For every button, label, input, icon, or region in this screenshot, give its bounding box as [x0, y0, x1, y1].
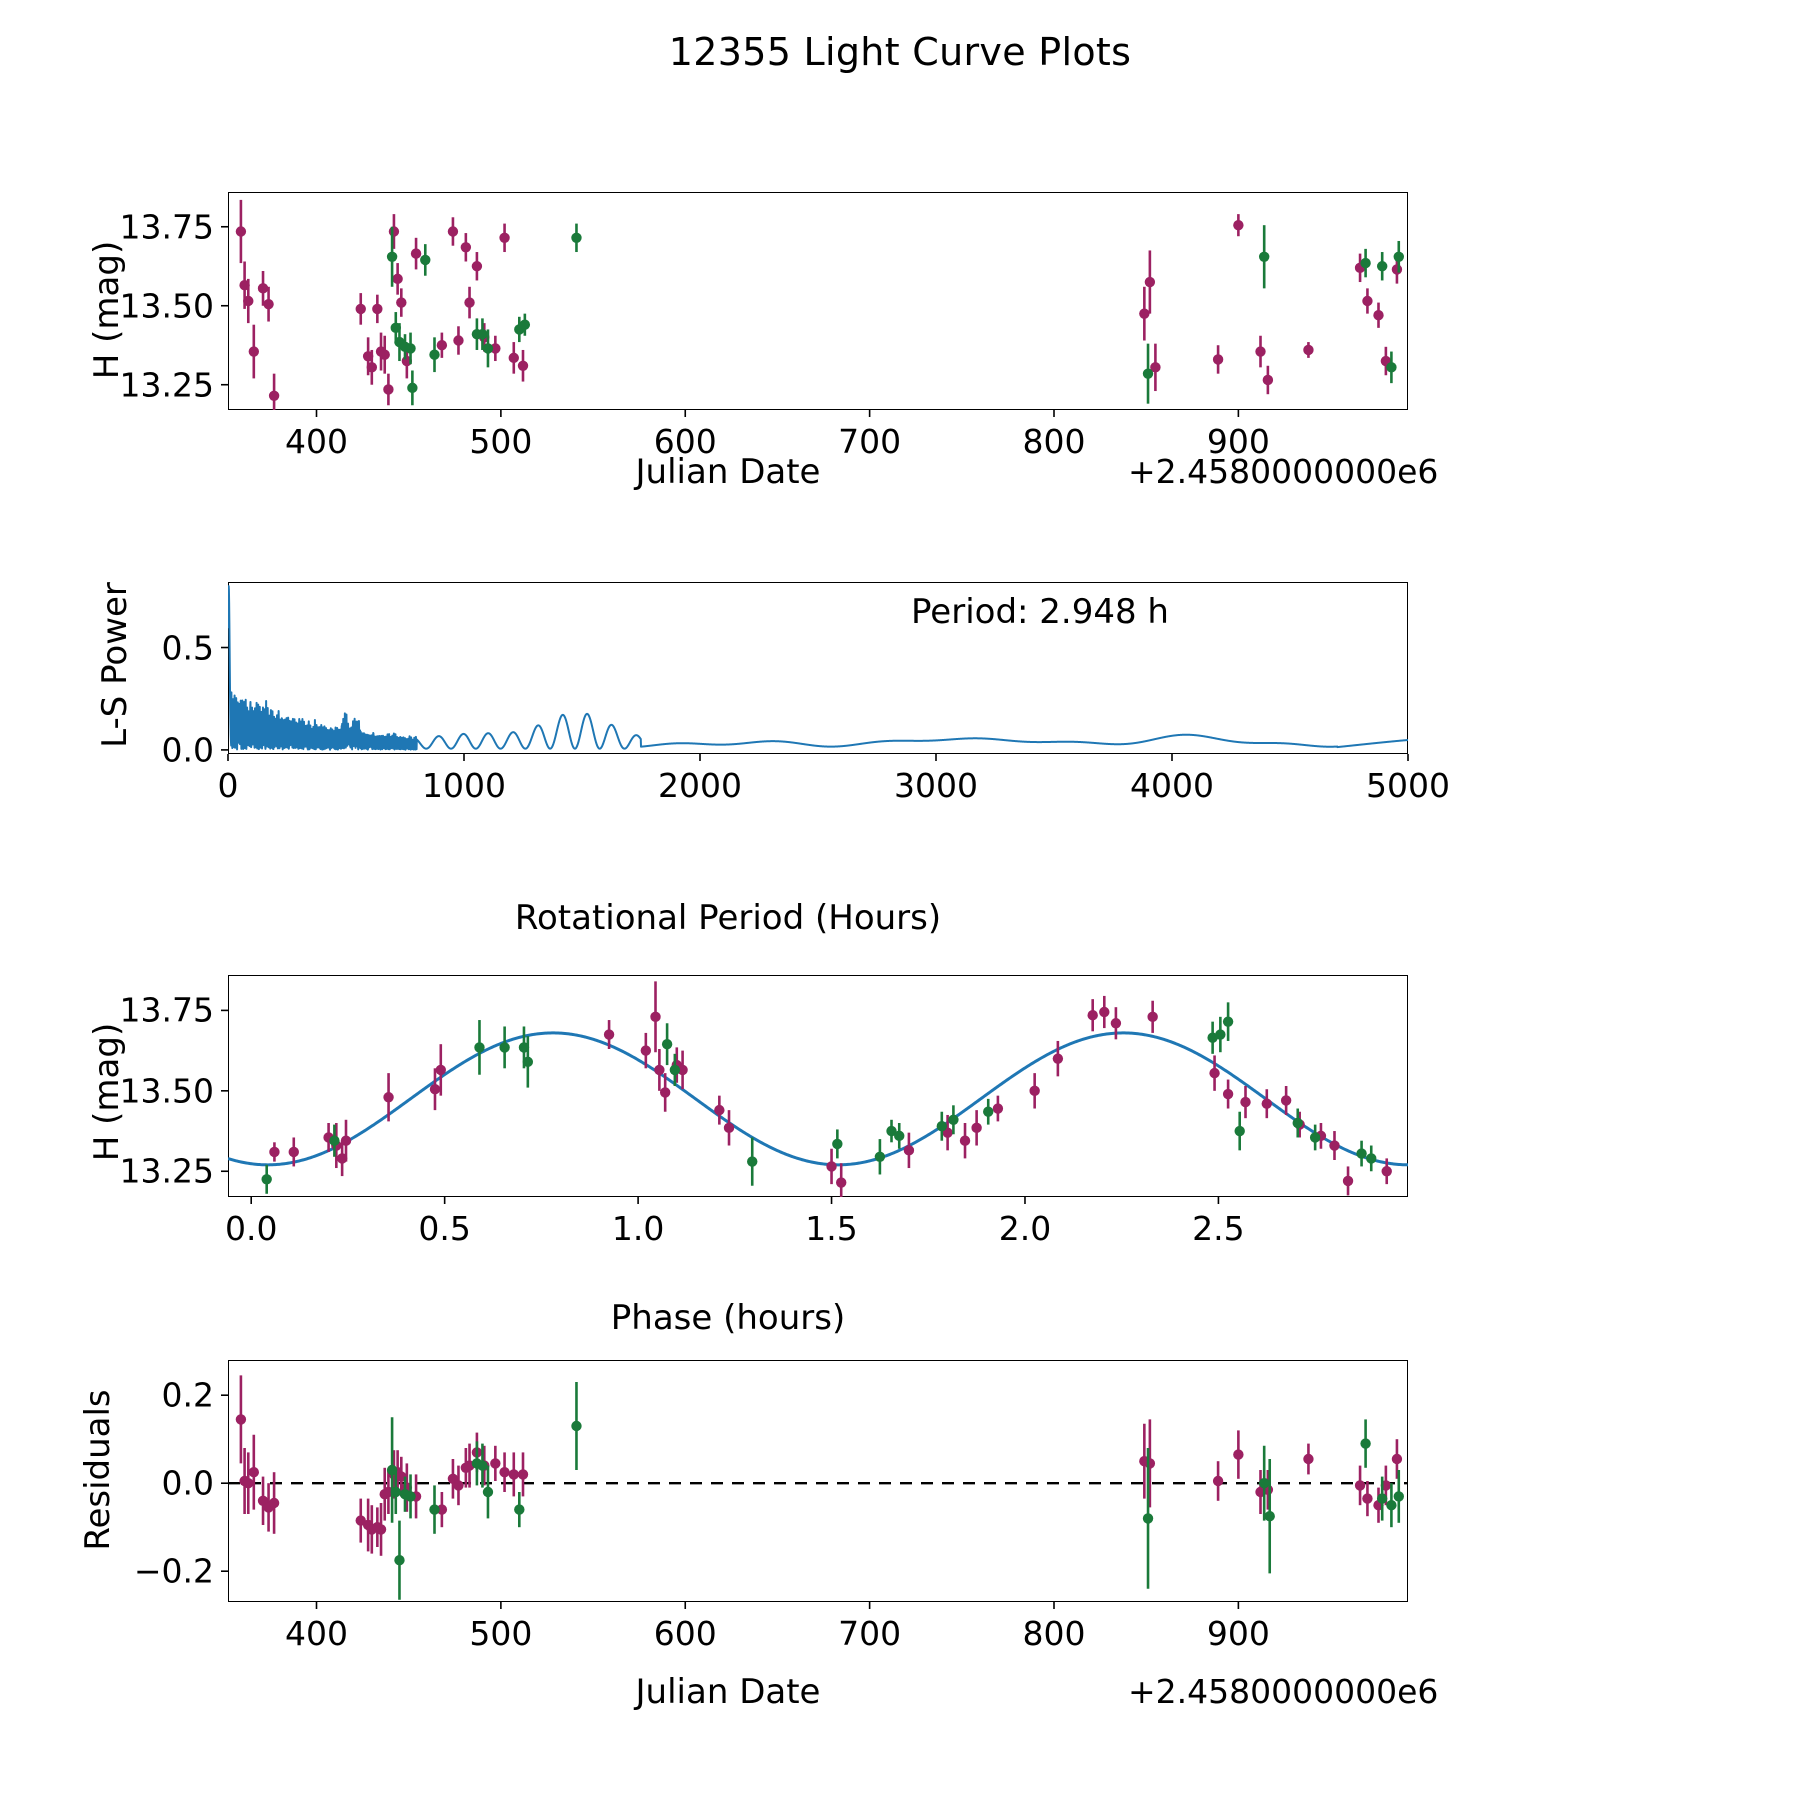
residuals-ytick-label: 0.2 — [161, 1375, 214, 1415]
phase-xtick-label: 0.0 — [224, 1209, 278, 1248]
lightcurve-ytick-label: 13.25 — [119, 365, 214, 405]
periodogram-xtick-label: 0 — [217, 766, 239, 805]
phase-xtick-label: 0.5 — [418, 1209, 471, 1248]
residuals-xtick-label: 600 — [653, 1614, 717, 1653]
residuals-xlabel: Julian Date — [635, 1672, 821, 1712]
phase-ytick-label: 13.75 — [119, 990, 214, 1030]
periodogram-xtick-label: 5000 — [1366, 766, 1450, 805]
panel-lightcurve — [228, 192, 1408, 410]
phase-xtick-label: 1.5 — [805, 1209, 858, 1248]
residuals-xtick-label: 500 — [469, 1614, 533, 1653]
panel-phase — [228, 975, 1408, 1197]
residuals-xtick-label: 700 — [838, 1614, 902, 1653]
lightcurve-ytick-label: 13.50 — [119, 286, 214, 326]
residuals-xoffset: +2.4580000000e6 — [1128, 1672, 1439, 1711]
lightcurve-xtick-label: 700 — [838, 422, 902, 461]
lightcurve-xtick-label: 500 — [469, 422, 533, 461]
periodogram-ytick-label: 0.0 — [161, 730, 214, 770]
residuals-ytick-label: −0.2 — [133, 1551, 214, 1591]
periodogram-xtick-label: 4000 — [1130, 766, 1214, 805]
residuals-ytick-label: 0.0 — [161, 1463, 214, 1503]
periodogram-ylabel: L-S Power — [95, 582, 135, 748]
panel-residuals — [228, 1360, 1408, 1602]
panel-periodogram — [228, 582, 1408, 754]
periodogram-title: Period: 2.948 h — [911, 592, 1169, 632]
residuals-ylabel: Residuals — [78, 1389, 118, 1551]
periodogram-ytick-label: 0.5 — [161, 628, 214, 668]
periodogram-xtick-label: 1000 — [422, 766, 506, 805]
phase-xlabel: Phase (hours) — [610, 1298, 846, 1338]
periodogram-xtick-label: 3000 — [894, 766, 978, 805]
lightcurve-xtick-label: 800 — [1022, 422, 1086, 461]
lightcurve-xtick-label: 900 — [1206, 422, 1270, 461]
phase-xtick-label: 1.0 — [611, 1209, 665, 1248]
lightcurve-ytick-label: 13.75 — [119, 207, 214, 247]
lightcurve-xlabel: Julian Date — [635, 452, 821, 492]
periodogram-xlabel: Rotational Period (Hours) — [514, 898, 942, 938]
phase-ytick-label: 13.25 — [119, 1151, 214, 1191]
phase-xtick-label: 2.0 — [998, 1209, 1052, 1248]
phase-xtick-label: 2.5 — [1192, 1209, 1245, 1248]
lightcurve-xtick-label: 600 — [653, 422, 717, 461]
residuals-xtick-label: 900 — [1206, 1614, 1270, 1653]
lightcurve-xoffset: +2.4580000000e6 — [1128, 452, 1439, 491]
phase-ytick-label: 13.50 — [119, 1071, 214, 1111]
periodogram-xtick-label: 2000 — [658, 766, 742, 805]
residuals-xtick-label: 400 — [285, 1614, 348, 1653]
residuals-xtick-label: 800 — [1022, 1614, 1086, 1653]
lightcurve-xtick-label: 400 — [285, 422, 348, 461]
figure-title: 12355 Light Curve Plots — [668, 30, 1132, 74]
